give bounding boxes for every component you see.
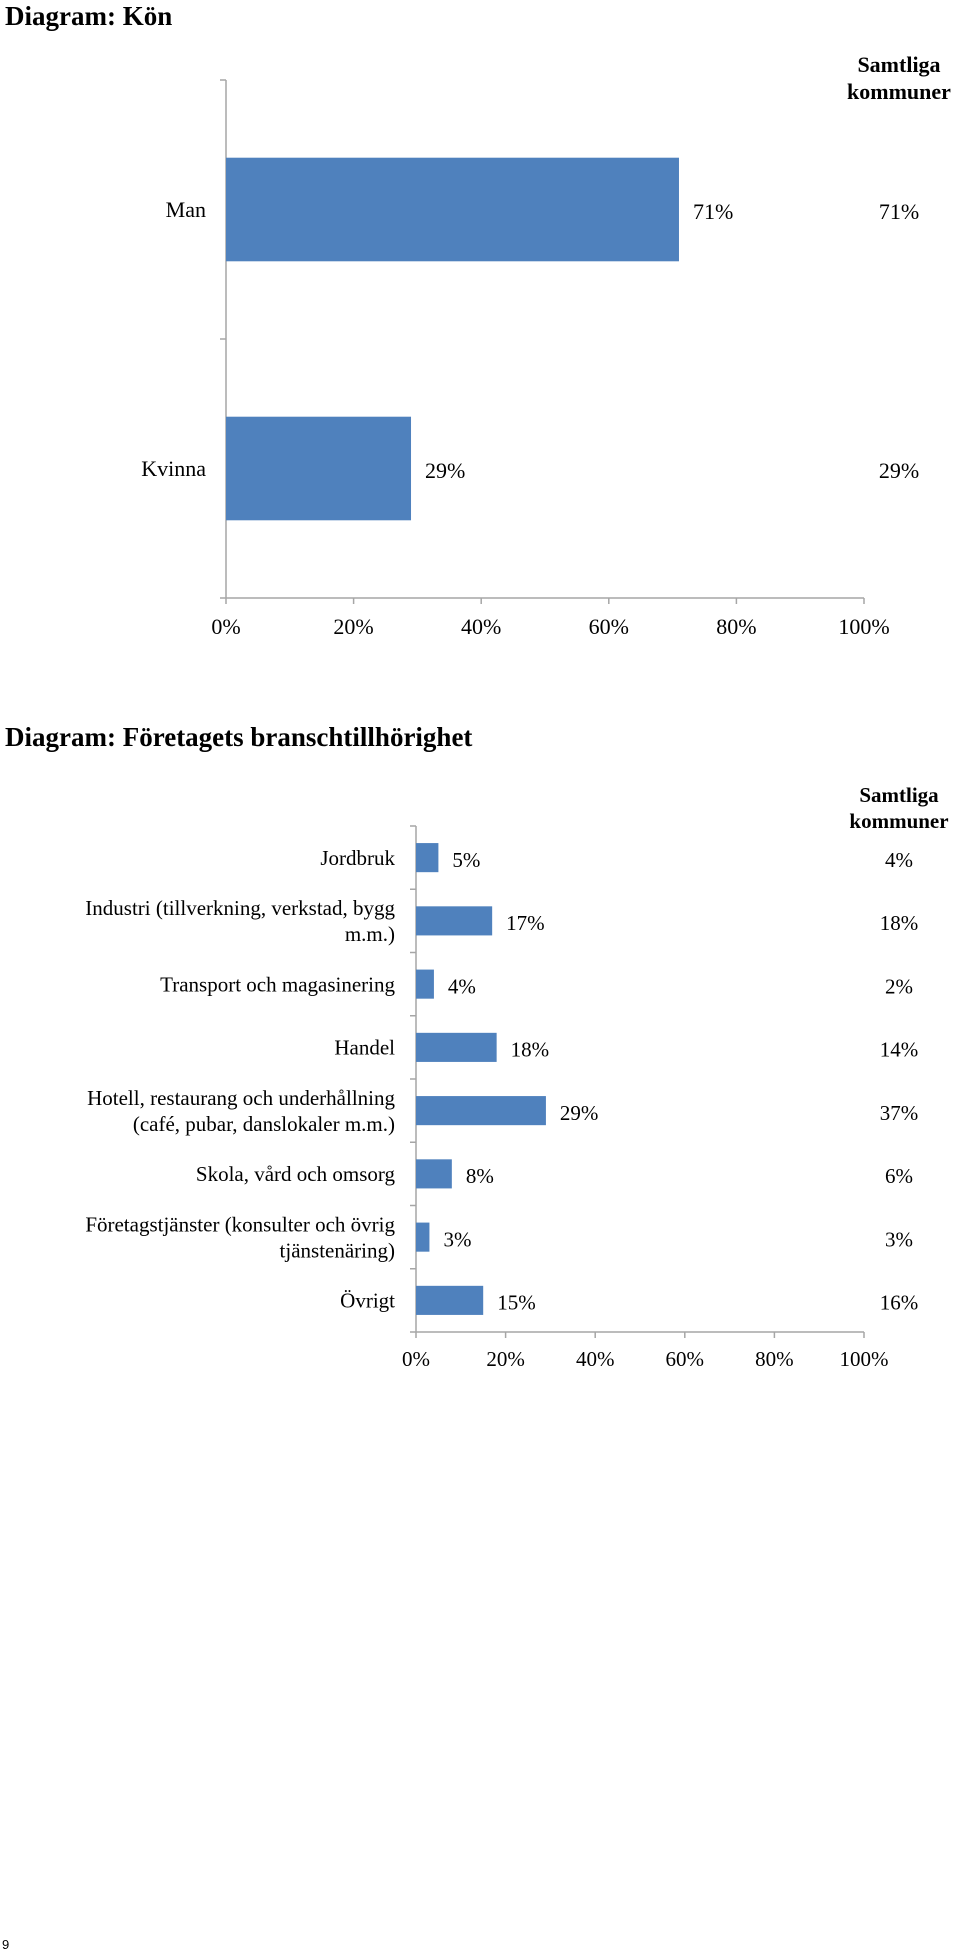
data-label: 3% [443,1227,471,1251]
bar [226,416,412,521]
category-label: Handel [334,1036,395,1060]
comparison-value: 6% [885,1164,913,1188]
comparison-value: 16% [880,1291,919,1315]
x-tick-label: 80% [755,1347,794,1371]
data-label: 17% [506,911,545,935]
bar [416,843,439,873]
category-label: tjänstenäring) [280,1238,395,1262]
category-label: Övrigt [340,1289,395,1313]
bar [416,969,434,999]
comparison-header: kommuner [847,79,951,104]
x-tick-label: 0% [402,1347,430,1371]
comparison-value: 18% [880,911,919,935]
comparison-value: 71% [879,199,919,224]
x-tick-label: 60% [589,614,629,639]
category-label: m.m.) [345,922,395,946]
chart-title-kon: Diagram: Kön [5,1,173,31]
page-number: 9 [2,1937,10,1952]
category-label: (café, pubar, danslokaler m.m.) [133,1112,395,1136]
comparison-value: 29% [879,458,919,483]
x-tick-label: 20% [333,614,373,639]
category-label: Transport och magasinering [160,972,395,996]
data-label: 8% [466,1164,494,1188]
data-label: 71% [693,199,733,224]
x-tick-label: 40% [576,1347,615,1371]
x-tick-label: 60% [666,1347,705,1371]
bar [416,1159,452,1189]
chart-title-bransch: Diagram: Företagets branschtillhörighet [5,722,473,752]
comparison-value: 3% [885,1227,913,1251]
x-tick-label: 100% [838,614,889,639]
data-label: 29% [560,1101,599,1125]
comparison-header: Samtliga [859,783,939,807]
category-label: Kvinna [141,456,206,481]
x-tick-label: 40% [461,614,501,639]
x-tick-label: 20% [486,1347,525,1371]
x-tick-label: 80% [716,614,756,639]
bar [416,1032,497,1062]
comparison-header: Samtliga [857,52,940,77]
category-label: Företagstjänster (konsulter och övrig [85,1212,395,1236]
bar [416,1222,430,1252]
data-label: 15% [497,1291,536,1315]
comparison-value: 4% [885,848,913,872]
comparison-header: kommuner [849,809,948,833]
category-label: Industri (tillverkning, verkstad, bygg [85,896,395,920]
comparison-value: 2% [885,974,913,998]
category-label: Jordbruk [320,846,395,870]
category-label: Skola, vård och omsorg [196,1162,396,1186]
bar [416,1285,484,1315]
category-label: Hotell, restaurang och underhållning [87,1086,395,1110]
bar [416,906,493,936]
x-tick-label: 100% [840,1347,889,1371]
data-label: 4% [448,974,476,998]
x-tick-label: 0% [211,614,240,639]
comparison-value: 14% [880,1038,919,1062]
category-label: Man [166,197,206,222]
data-label: 5% [452,848,480,872]
bar [226,157,679,262]
data-label: 18% [511,1038,550,1062]
comparison-value: 37% [880,1101,919,1125]
bar [416,1096,546,1126]
data-label: 29% [425,458,465,483]
